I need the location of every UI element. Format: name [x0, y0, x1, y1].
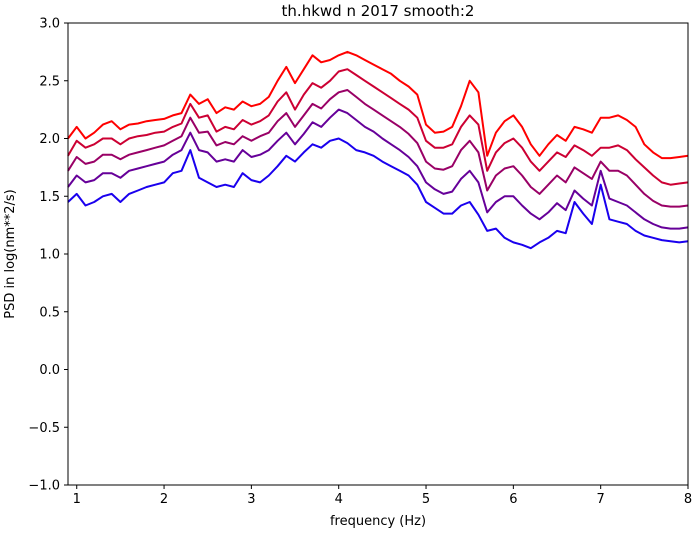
y-tick-label: 1.5	[39, 190, 60, 205]
series-line-3	[67, 89, 689, 208]
x-axis-label: frequency (Hz)	[330, 514, 426, 529]
x-tick-label: 2	[160, 492, 168, 507]
series-line-4	[67, 108, 689, 230]
y-tick-label: 2.0	[39, 132, 60, 147]
series-line-2	[67, 68, 689, 186]
x-tick-label: 8	[684, 492, 692, 507]
x-tick-label: 1	[73, 492, 81, 507]
x-axis-ticks: 1 2 3 4 5 6 7 8	[73, 485, 692, 507]
series-layer	[67, 50, 689, 250]
chart-title: th.hkwd n 2017 smooth:2	[282, 2, 475, 20]
y-tick-label: −0.5	[28, 421, 60, 436]
y-tick-label: 1.0	[39, 248, 60, 263]
y-axis-ticks: −1.0 −0.5 0.0 0.5 1.0 1.5 2.0 2.5 3.0	[28, 17, 68, 494]
series-line-1	[67, 50, 689, 160]
x-tick-label: 5	[422, 492, 430, 507]
x-tick-label: 4	[335, 492, 343, 507]
y-tick-label: 3.0	[39, 17, 60, 32]
series-line-5	[67, 137, 689, 250]
y-tick-label: 0.0	[39, 363, 60, 378]
y-tick-label: −1.0	[28, 479, 60, 494]
x-tick-label: 7	[597, 492, 605, 507]
y-tick-label: 2.5	[39, 74, 60, 89]
y-tick-label: 0.5	[39, 305, 60, 320]
x-tick-label: 6	[509, 492, 517, 507]
x-tick-label: 3	[247, 492, 255, 507]
y-axis-label: PSD in log(nm**2/s)	[3, 189, 18, 319]
